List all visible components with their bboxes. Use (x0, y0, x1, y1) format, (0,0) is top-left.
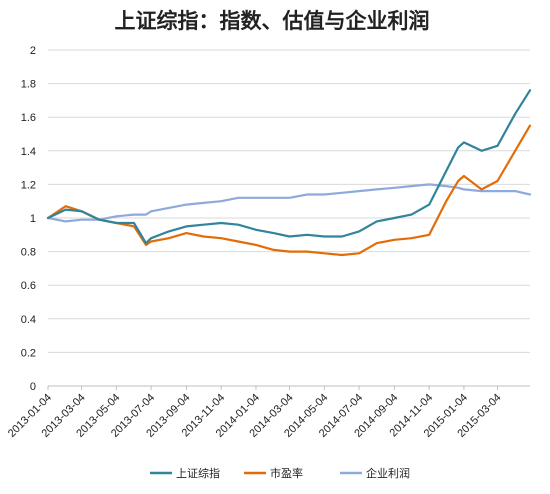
series-line-1 (46, 89, 532, 245)
y-tick-label: 0 (30, 381, 36, 393)
y-tick-label: 1.6 (21, 112, 36, 124)
series-line-2 (46, 124, 532, 257)
y-tick-label: 1.4 (21, 146, 36, 158)
legend-label: 上证综指 (176, 466, 220, 480)
legend: 上证综指 市盈率 企业利润 (150, 466, 410, 480)
y-tick-label: 0.8 (21, 247, 36, 259)
y-tick-label: 0.6 (21, 280, 36, 292)
x-axis-ticks: 2013-01-042013-03-042013-05-042013-07-04… (6, 386, 504, 440)
legend-label: 企业利润 (366, 466, 410, 480)
chart-title: 上证综指：指数、估值与企业利润 (115, 9, 430, 33)
y-tick-label: 1.2 (21, 179, 36, 191)
y-tick-label: 1.8 (21, 79, 36, 91)
legend-label: 市盈率 (270, 466, 303, 480)
y-tick-label: 0.4 (21, 314, 36, 326)
series-layer (46, 89, 532, 257)
y-axis-ticks: 0 0.2 0.4 0.6 0.8 1 1.2 1.4 1.6 1.8 2 (21, 45, 36, 393)
y-tick-label: 2 (30, 45, 36, 57)
y-tick-label: 0.2 (21, 347, 36, 359)
series-line-3 (46, 183, 532, 223)
y-tick-label: 1 (30, 213, 36, 225)
grid-layer (48, 49, 530, 387)
